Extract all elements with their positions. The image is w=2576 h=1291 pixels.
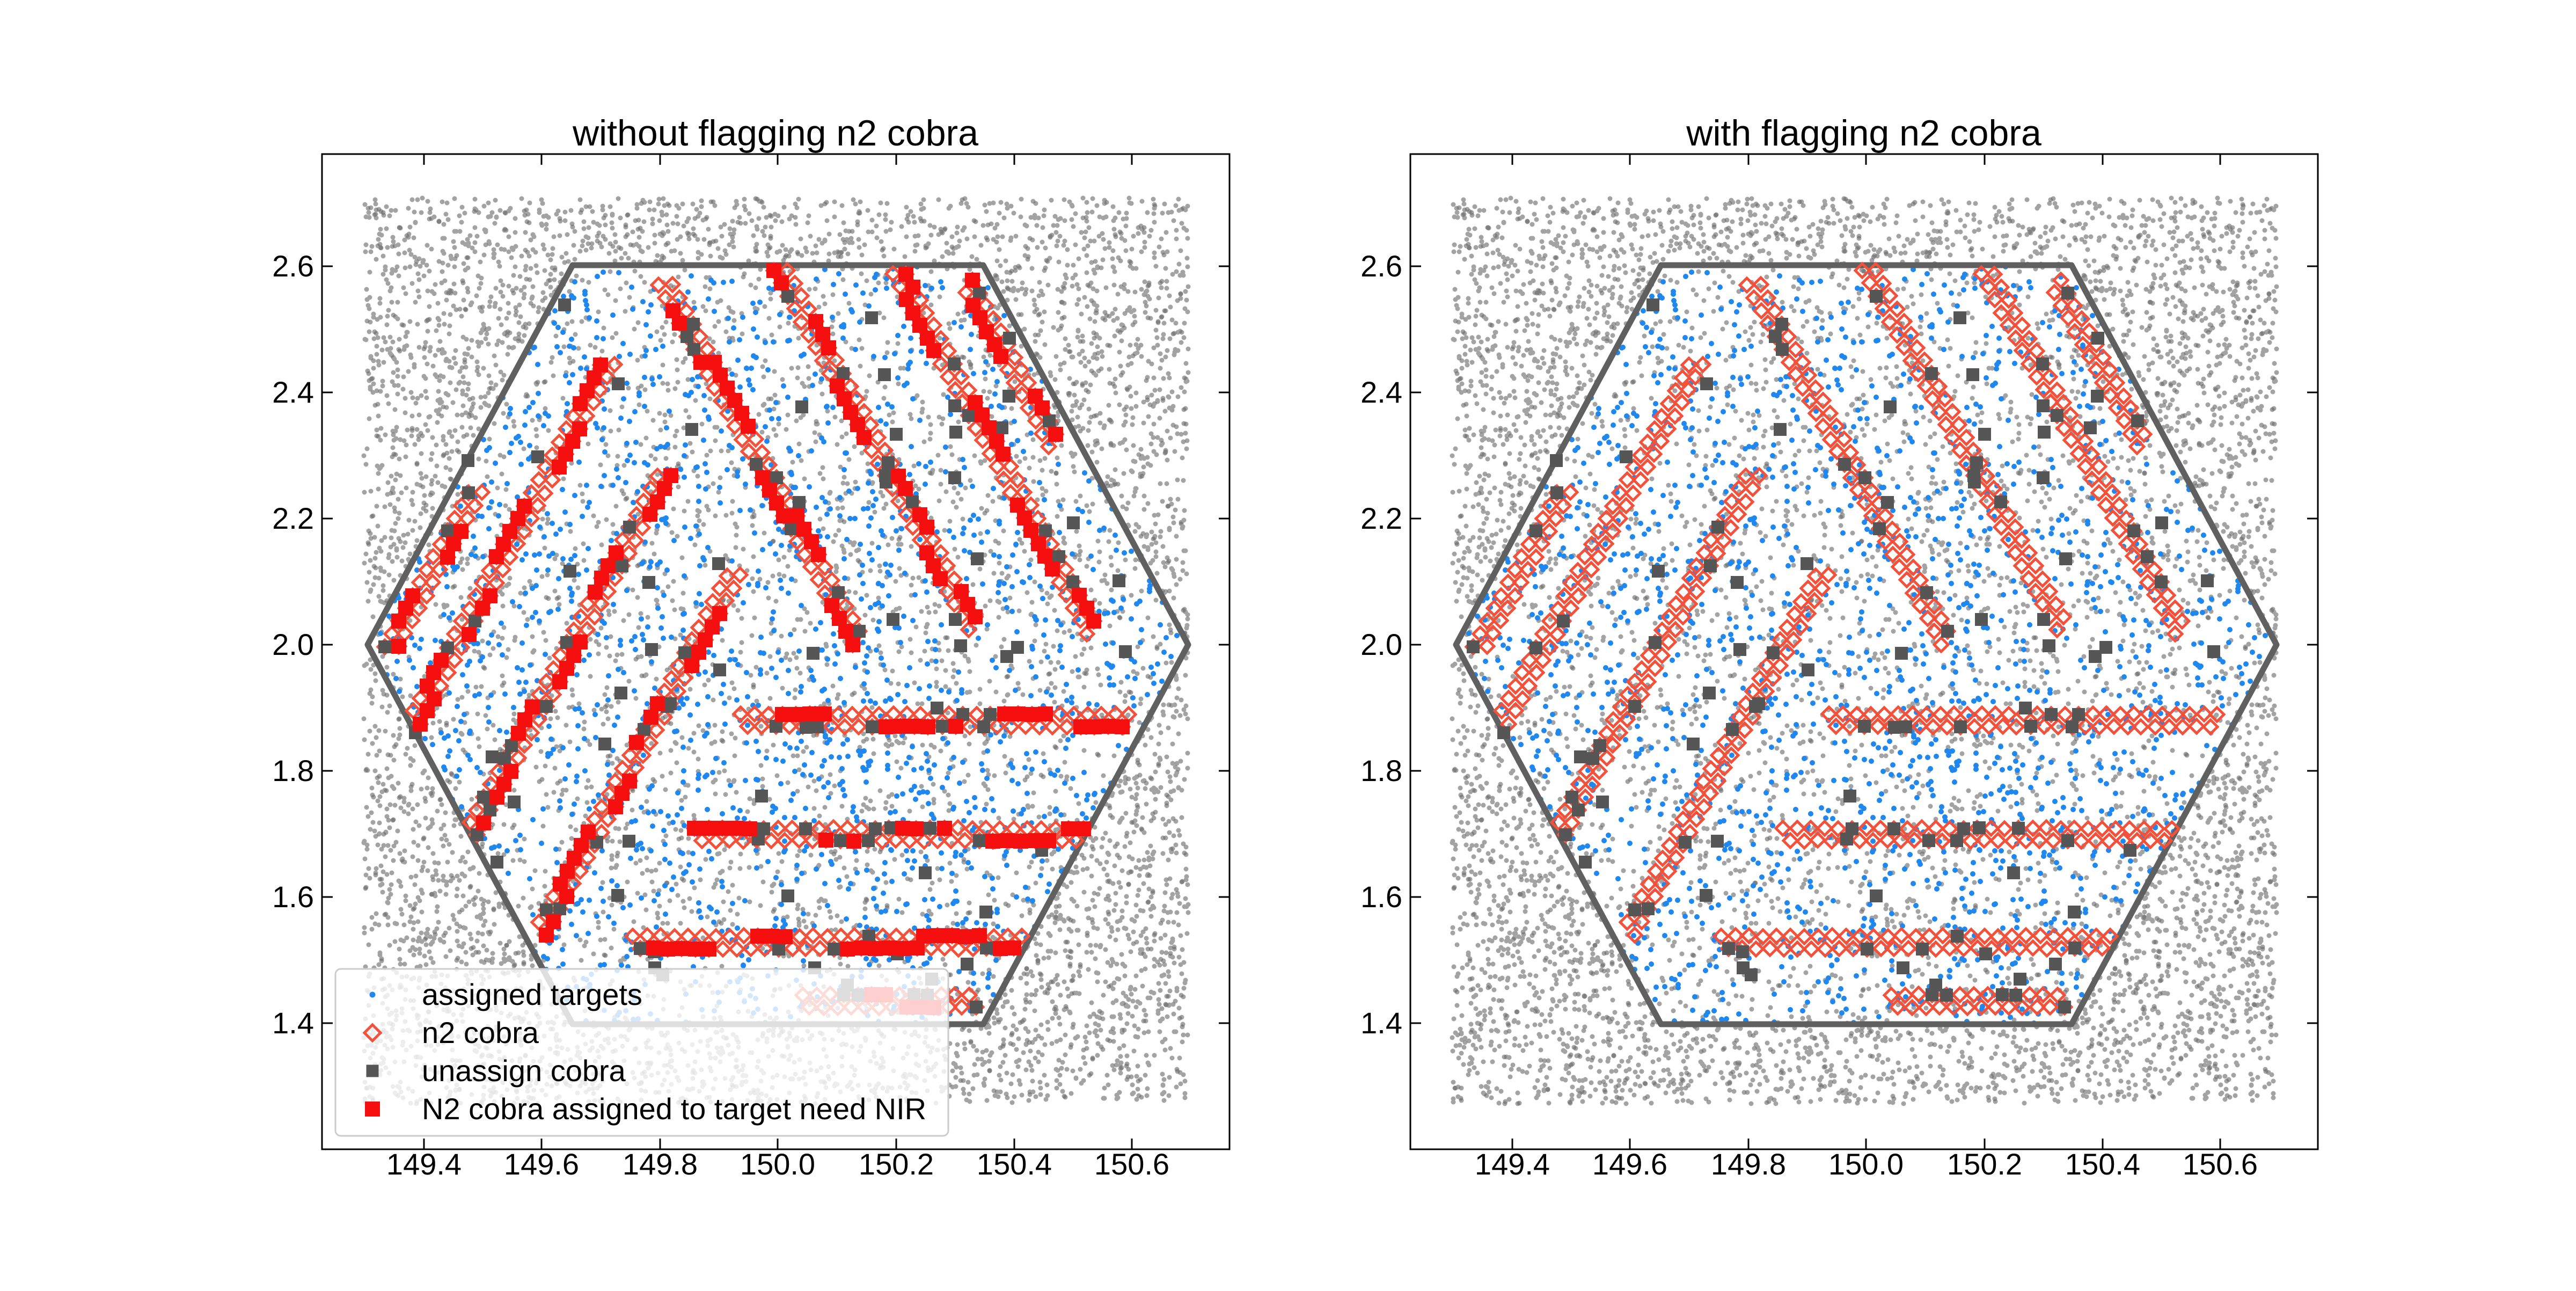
svg-text:unassign cobra: unassign cobra bbox=[422, 1054, 626, 1088]
svg-text:n2 cobra: n2 cobra bbox=[422, 1016, 539, 1049]
svg-text:N2 cobra assigned to target ne: N2 cobra assigned to target need NIR bbox=[422, 1092, 926, 1126]
svg-text:without flagging n2 cobra: without flagging n2 cobra bbox=[572, 113, 978, 154]
svg-text:assigned targets: assigned targets bbox=[422, 978, 642, 1011]
svg-text:with flagging n2 cobra: with flagging n2 cobra bbox=[1686, 113, 2041, 154]
